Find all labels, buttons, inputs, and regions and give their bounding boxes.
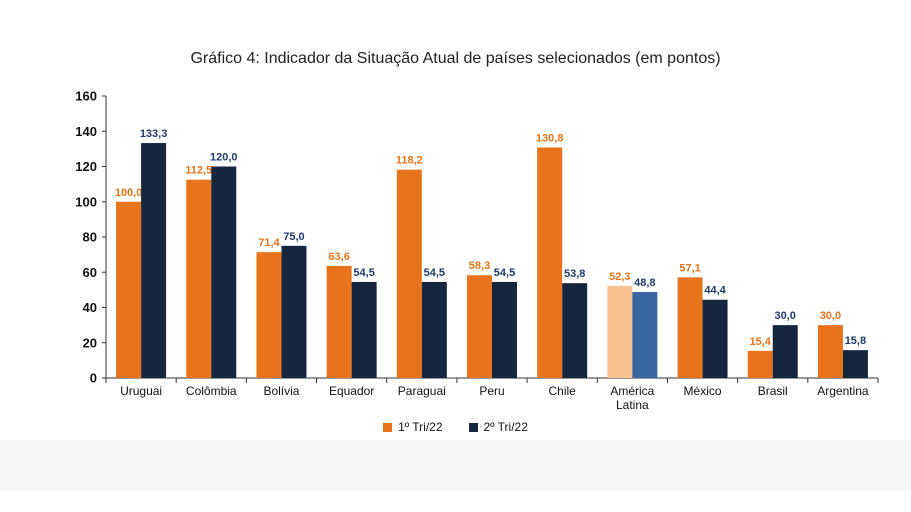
x-category-label: Paraguai xyxy=(398,384,446,398)
y-tick-label: 20 xyxy=(83,335,97,350)
data-label-series1: 57,1 xyxy=(679,262,700,274)
legend-swatch-series2 xyxy=(468,422,478,432)
bar-series2 xyxy=(281,245,307,378)
y-tick-label: 120 xyxy=(75,159,97,174)
legend-label-series2: 2º Tri/22 xyxy=(483,420,528,434)
legend-item-series1: 1º Tri/22 xyxy=(383,420,443,434)
bar-series1 xyxy=(116,201,142,378)
x-category-label: Chile xyxy=(549,384,577,398)
y-tick-label: 100 xyxy=(75,194,97,209)
bar-series1 xyxy=(256,252,282,378)
data-label-series2: 15,8 xyxy=(845,335,866,347)
page-footer-band xyxy=(0,440,911,490)
data-label-series1: 15,4 xyxy=(750,336,772,348)
x-category-label: Colômbia xyxy=(186,384,237,398)
bar-series1 xyxy=(326,265,352,378)
bar-series1 xyxy=(467,275,492,378)
data-label-series1: 58,3 xyxy=(469,260,490,272)
data-label-series2: 54,5 xyxy=(494,267,515,279)
y-tick-label: 40 xyxy=(83,300,97,315)
bar-series1 xyxy=(186,179,212,378)
y-tick-label: 160 xyxy=(75,89,97,104)
data-label-series2: 75,0 xyxy=(283,231,304,243)
bar-series1 xyxy=(747,350,773,378)
y-tick-label: 140 xyxy=(75,124,97,139)
bar-series1 xyxy=(537,147,563,378)
bar-series2 xyxy=(772,325,798,378)
data-label-series2: 133,3 xyxy=(140,128,168,140)
x-category-label: Uruguai xyxy=(120,384,162,398)
data-label-series2: 120,0 xyxy=(210,152,238,164)
y-tick-label: 60 xyxy=(83,265,97,280)
data-label-series2: 44,4 xyxy=(704,285,726,297)
data-label-series2: 54,5 xyxy=(353,267,374,279)
data-label-series1: 130,8 xyxy=(536,132,564,144)
data-label-series2: 54,5 xyxy=(424,267,445,279)
data-label-series2: 48,8 xyxy=(634,277,655,289)
bar-series2 xyxy=(211,166,237,378)
bar-series1 xyxy=(396,169,422,378)
bar-series2 xyxy=(492,281,517,378)
x-category-label: América Latina xyxy=(610,384,654,412)
x-category-label: Argentina xyxy=(817,384,869,398)
data-label-series1: 63,6 xyxy=(328,251,349,263)
data-label-series1: 30,0 xyxy=(820,310,841,322)
legend-swatch-series1 xyxy=(383,422,393,432)
chart-legend: 1º Tri/22 2º Tri/22 xyxy=(0,420,911,434)
bar-series1 xyxy=(817,325,843,378)
x-category-label: Brasil xyxy=(758,384,788,398)
bar-series2 xyxy=(421,281,447,378)
bar-chart: 0 20 40 60 80 100 120 140 160 Uruguai Colômbia Bolí… xyxy=(75,89,879,412)
y-tick-label: 0 xyxy=(90,371,97,386)
chart-title: Gráfico 4: Indicador da Situação Atual d… xyxy=(190,50,721,67)
x-category-label: Bolívia xyxy=(263,384,299,398)
data-label-series1: 112,5 xyxy=(185,165,212,177)
bar-series2 xyxy=(141,143,167,378)
data-label-series1: 118,2 xyxy=(396,155,423,167)
data-label-series1: 71,4 xyxy=(258,237,280,249)
data-label-series2: 53,8 xyxy=(564,268,585,280)
data-label-series1: 52,3 xyxy=(609,271,630,283)
legend-item-series2: 2º Tri/22 xyxy=(468,420,528,434)
legend-label-series1: 1º Tri/22 xyxy=(398,420,443,434)
bar-series1 xyxy=(677,277,703,378)
x-category-label: Peru xyxy=(479,384,504,398)
bar-series2 xyxy=(632,291,658,378)
data-label-series1: 100,0 xyxy=(115,187,143,199)
y-tick-label: 80 xyxy=(83,230,97,245)
x-category-label: México xyxy=(684,384,722,398)
bar-series2 xyxy=(702,299,728,378)
bar-series2 xyxy=(351,281,377,378)
x-category-label: Equador xyxy=(329,384,374,398)
data-label-series2: 30,0 xyxy=(775,310,796,322)
bar-series1 xyxy=(607,285,633,378)
bar-series2 xyxy=(562,283,588,378)
bar-series2 xyxy=(842,350,868,378)
